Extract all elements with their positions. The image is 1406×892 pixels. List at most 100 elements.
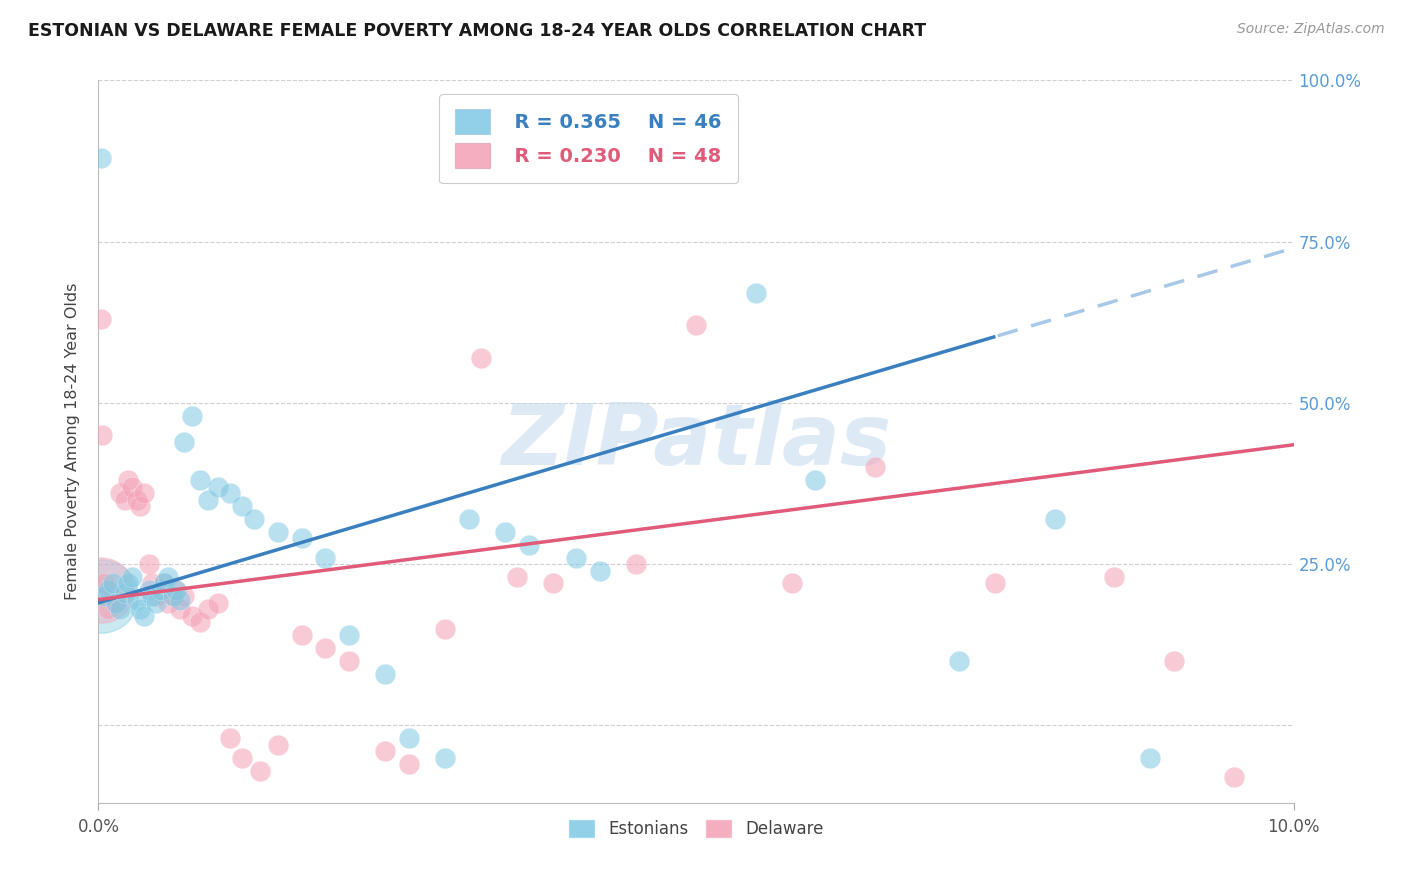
Point [132, 608, 155, 623]
Point [132, 486, 155, 500]
Point [149, 582, 172, 597]
Point [589, 564, 612, 578]
Point [1139, 750, 1161, 764]
Text: ESTONIAN VS DELAWARE FEMALE POVERTY AMONG 18-24 YEAR OLDS CORRELATION CHART: ESTONIAN VS DELAWARE FEMALE POVERTY AMON… [28, 22, 927, 40]
Point [1104, 570, 1126, 584]
Point [101, 590, 124, 604]
Point [153, 576, 176, 591]
Point [374, 744, 396, 758]
Point [984, 576, 1007, 591]
Point [149, 582, 172, 597]
Point [93, 590, 115, 604]
Point [398, 757, 420, 772]
Point [121, 570, 143, 584]
Point [374, 666, 396, 681]
Point [180, 409, 202, 423]
Point [117, 576, 139, 591]
Point [90, 151, 112, 165]
Point [243, 512, 266, 526]
Point [219, 731, 242, 746]
Point [97, 602, 120, 616]
Point [169, 602, 191, 616]
Point [865, 460, 887, 475]
Point [267, 524, 290, 539]
Point [541, 576, 564, 591]
Point [90, 312, 112, 326]
Point [745, 286, 768, 301]
Point [138, 582, 160, 597]
Point [162, 590, 184, 604]
Point [267, 738, 290, 752]
Point [207, 480, 229, 494]
Point [458, 512, 481, 526]
Point [197, 492, 219, 507]
Point [153, 576, 176, 591]
Point [141, 576, 163, 591]
Point [948, 654, 970, 668]
Point [90, 582, 112, 597]
Point [1043, 512, 1066, 526]
Point [129, 499, 152, 513]
Point [339, 654, 361, 668]
Point [494, 524, 516, 539]
Point [219, 486, 242, 500]
Point [114, 492, 136, 507]
Point [162, 590, 184, 604]
Point [165, 582, 187, 597]
Point [626, 557, 648, 571]
Point [188, 473, 211, 487]
Point [91, 428, 114, 442]
Point [90, 590, 112, 604]
Point [101, 576, 124, 591]
Point [804, 473, 827, 487]
Point [97, 582, 120, 597]
Point [125, 492, 148, 507]
Point [125, 592, 148, 607]
Point [165, 582, 187, 597]
Point [156, 570, 179, 584]
Point [517, 538, 540, 552]
Point [565, 550, 588, 565]
Point [434, 622, 457, 636]
Point [180, 608, 202, 623]
Point [169, 592, 191, 607]
Point [121, 480, 143, 494]
Point [138, 557, 160, 571]
Point [231, 499, 253, 513]
Point [129, 602, 152, 616]
Point [207, 596, 229, 610]
Text: Source: ZipAtlas.com: Source: ZipAtlas.com [1237, 22, 1385, 37]
Point [291, 628, 314, 642]
Point [685, 318, 707, 333]
Point [114, 586, 136, 600]
Point [105, 596, 128, 610]
Point [173, 590, 195, 604]
Point [231, 750, 253, 764]
Legend: Estonians, Delaware: Estonians, Delaware [560, 811, 832, 847]
Point [315, 640, 337, 655]
Point [434, 750, 457, 764]
Point [93, 576, 115, 591]
Point [145, 590, 167, 604]
Point [291, 531, 314, 545]
Point [197, 602, 219, 616]
Y-axis label: Female Poverty Among 18-24 Year Olds: Female Poverty Among 18-24 Year Olds [65, 283, 80, 600]
Point [398, 731, 420, 746]
Point [188, 615, 211, 630]
Point [141, 590, 163, 604]
Point [105, 596, 128, 610]
Point [108, 602, 131, 616]
Point [156, 596, 179, 610]
Point [506, 570, 529, 584]
Point [117, 473, 139, 487]
Point [173, 434, 195, 449]
Point [1163, 654, 1185, 668]
Point [339, 628, 361, 642]
Point [780, 576, 803, 591]
Point [145, 596, 167, 610]
Point [315, 550, 337, 565]
Text: ZIPatlas: ZIPatlas [501, 400, 891, 483]
Point [249, 764, 271, 778]
Point [470, 351, 492, 365]
Point [1223, 770, 1246, 784]
